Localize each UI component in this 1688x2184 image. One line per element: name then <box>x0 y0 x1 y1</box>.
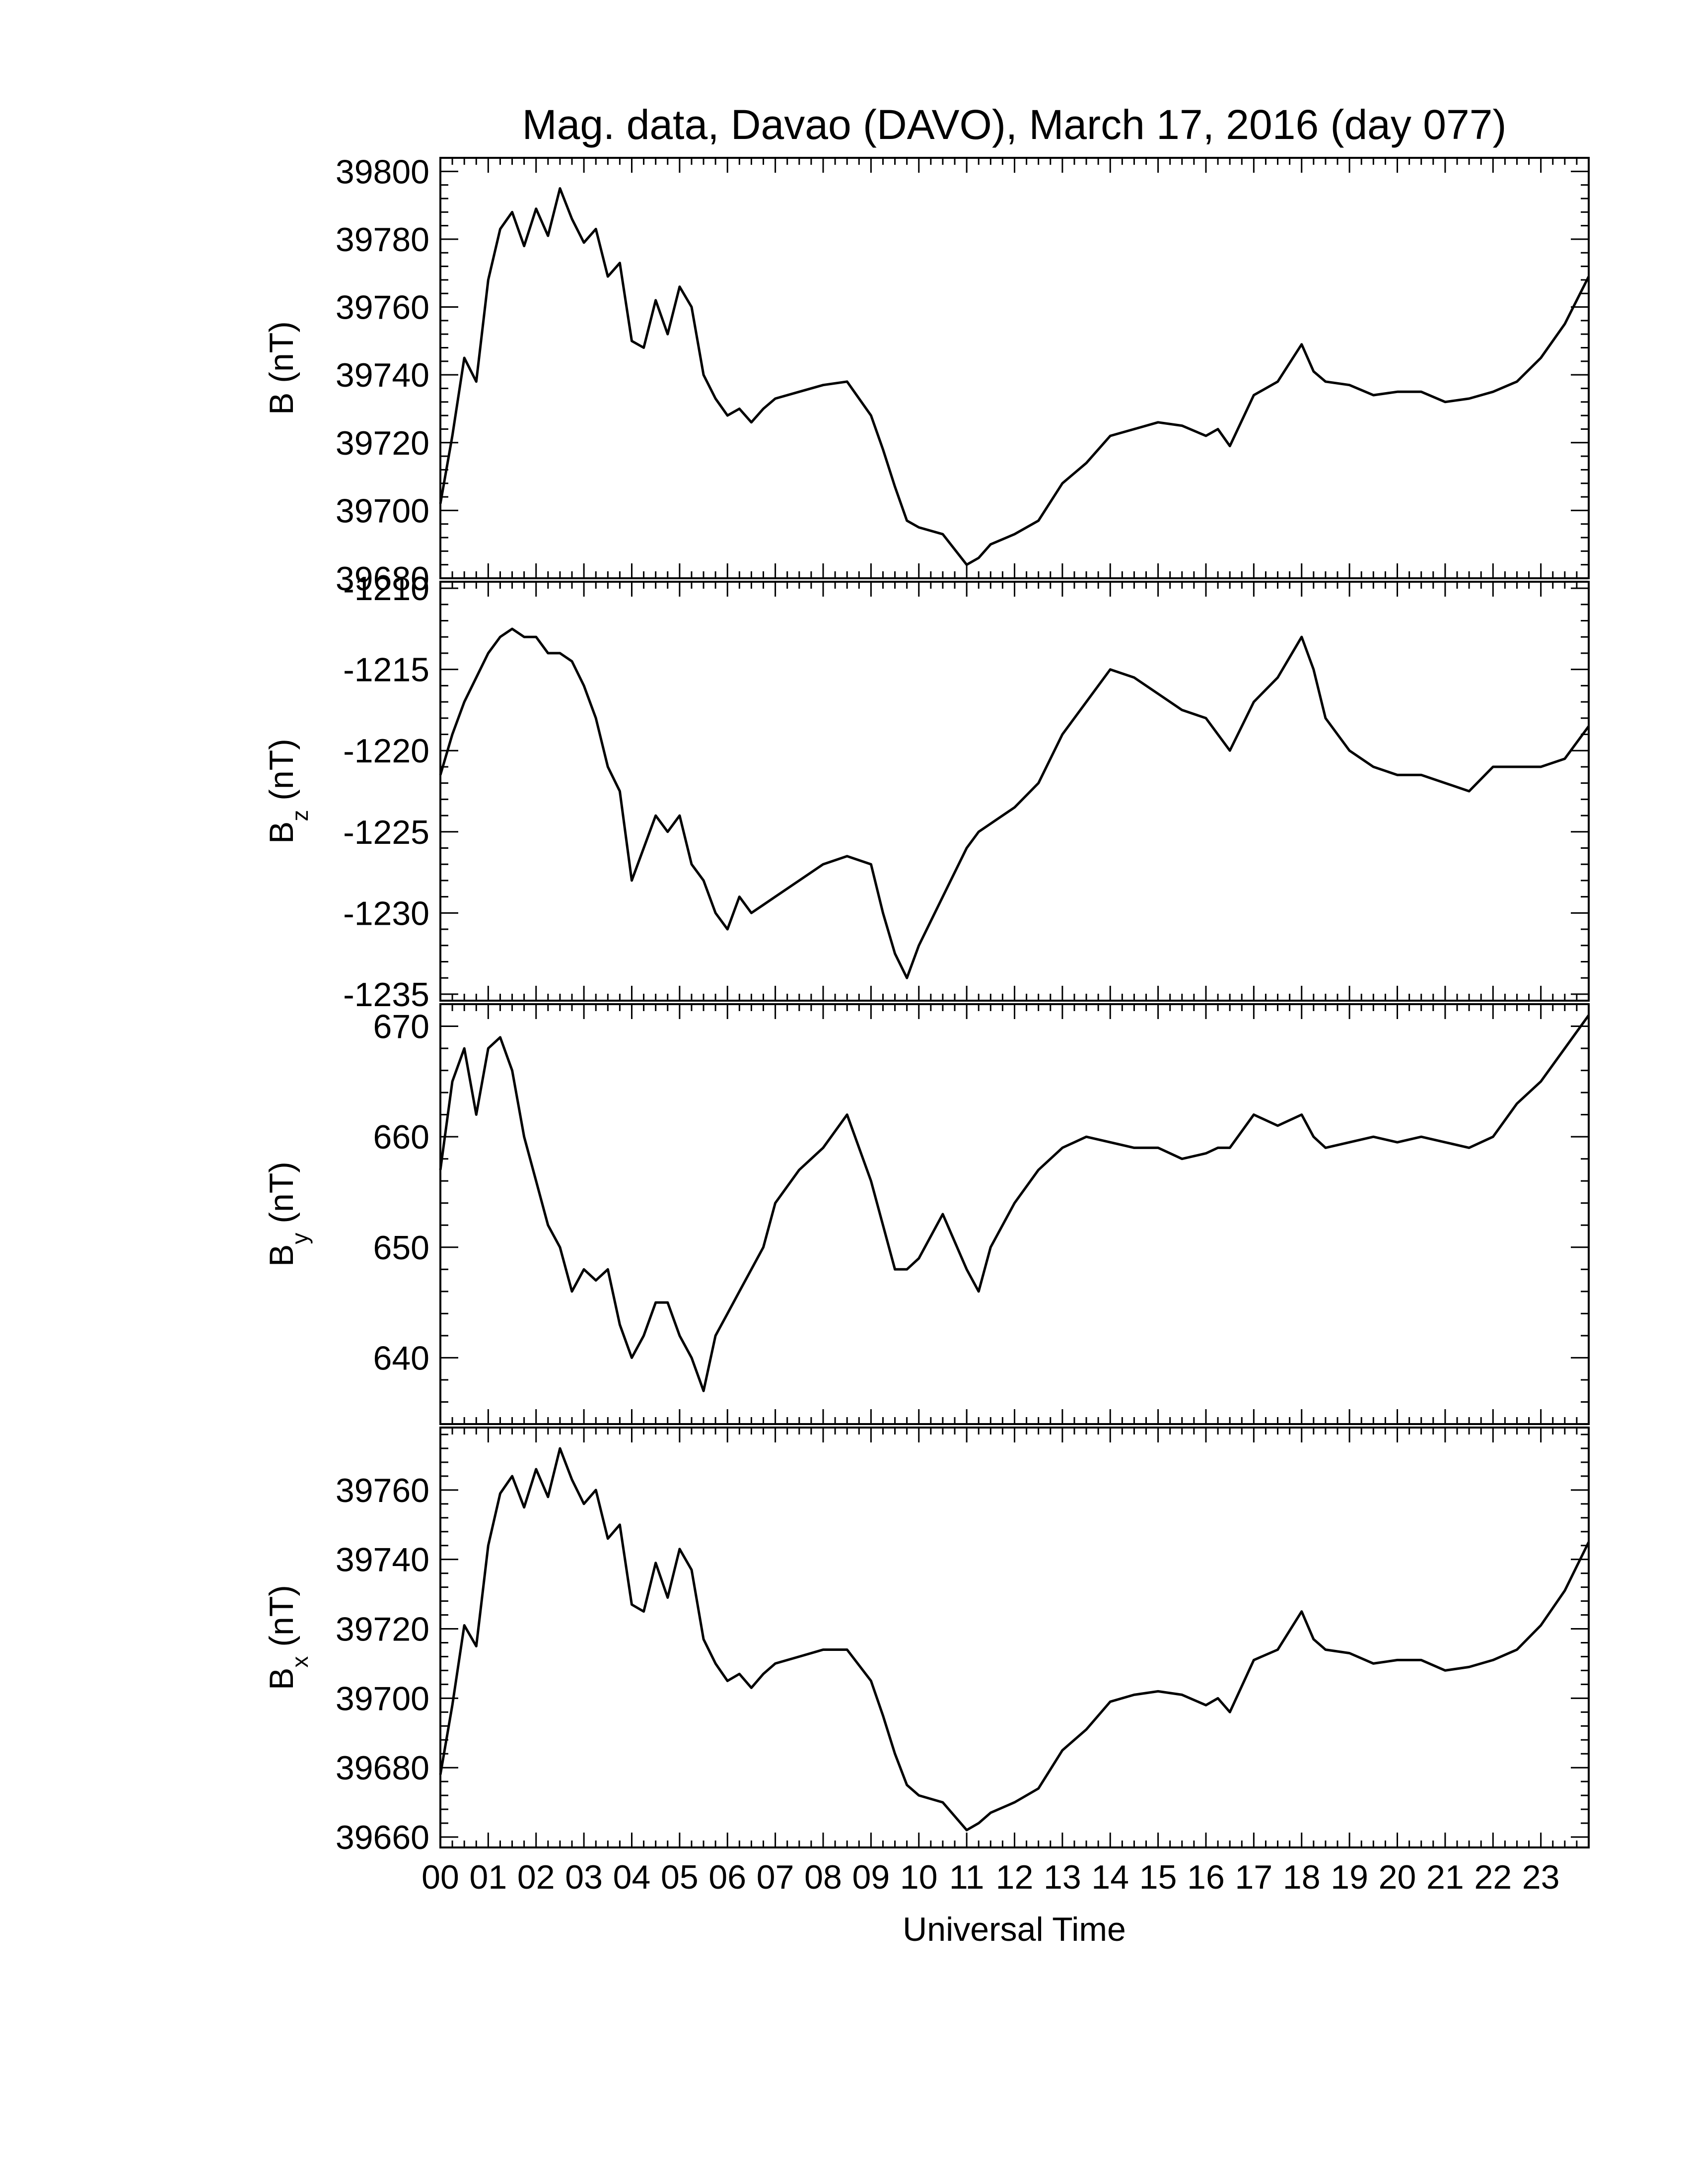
y-tick-label: 39680 <box>336 560 429 598</box>
y-tick-label: 650 <box>373 1229 429 1267</box>
y-tick-label: 39740 <box>336 1541 429 1579</box>
y-axis-unit: (nT) <box>263 1161 300 1233</box>
y-axis-unit: (nT) <box>263 739 300 810</box>
x-tick-label: 05 <box>661 1858 699 1896</box>
y-tick-label: 39760 <box>336 289 429 327</box>
y-axis-title: B (nT) <box>263 321 300 415</box>
y-axis-subscript: x <box>287 1656 313 1668</box>
x-tick-label: 17 <box>1235 1858 1273 1896</box>
y-axis-unit: (nT) <box>263 1585 300 1656</box>
y-tick-label: -1210 <box>343 570 429 608</box>
x-tick-label: 12 <box>996 1858 1034 1896</box>
y-axis-title: Bz (nT) <box>263 739 313 844</box>
x-tick-label: 00 <box>422 1858 459 1896</box>
y-axis-symbol: B <box>263 1244 300 1267</box>
y-tick-label: 39800 <box>336 153 429 191</box>
x-tick-label: 19 <box>1331 1858 1368 1896</box>
x-tick-label: 21 <box>1426 1858 1464 1896</box>
x-tick-label: 13 <box>1044 1858 1081 1896</box>
x-tick-label: 06 <box>708 1858 746 1896</box>
x-tick-label: 23 <box>1522 1858 1560 1896</box>
y-tick-label: 660 <box>373 1118 429 1156</box>
y-tick-label: 39700 <box>336 492 429 530</box>
y-tick-label: 670 <box>373 1008 429 1046</box>
y-tick-label: -1215 <box>343 651 429 689</box>
y-axis-symbol: B <box>263 821 300 844</box>
x-tick-label: 16 <box>1187 1858 1225 1896</box>
y-tick-label: -1235 <box>343 976 429 1014</box>
x-tick-label: 04 <box>613 1858 651 1896</box>
y-tick-label: 640 <box>373 1339 429 1377</box>
panel-1: 39680 39700 39720 39740 39760 39780 39800 B (nT… <box>263 153 1590 598</box>
y-tick-label: -1230 <box>343 894 429 932</box>
y-tick-label: -1225 <box>343 814 429 851</box>
x-axis-title: Universal Time <box>903 1911 1126 1948</box>
y-axis-title: By (nT) <box>263 1161 313 1267</box>
x-tick-label: 09 <box>852 1858 890 1896</box>
x-tick-label: 20 <box>1379 1858 1416 1896</box>
y-tick-label: 39660 <box>336 1819 429 1856</box>
y-tick-label: -1220 <box>343 732 429 770</box>
series-line <box>439 1447 1590 1832</box>
y-axis-unit: (nT) <box>263 321 300 393</box>
y-tick-label: 39760 <box>336 1472 429 1509</box>
x-tick-label: 22 <box>1474 1858 1512 1896</box>
series-line <box>439 1014 1590 1392</box>
y-tick-label: 39740 <box>336 356 429 394</box>
y-axis-subscript: z <box>287 810 313 821</box>
y-axis-symbol: B <box>263 1668 300 1690</box>
panels-group: 39680 39700 39720 39740 39760 39780 39800 B (nT… <box>263 153 1590 1856</box>
y-tick-label: 39720 <box>336 1611 429 1648</box>
y-tick-label: 39720 <box>336 424 429 462</box>
panel-3: 640 650 660 670 By (nT) <box>263 1003 1590 1425</box>
y-tick-label: 39780 <box>336 221 429 259</box>
y-axis-title: Bx (nT) <box>263 1585 313 1690</box>
panel-2: -1235 -1230 -1225 -1220 -1215 -1210 Bz (nT) <box>263 570 1590 1014</box>
x-tick-label: 10 <box>900 1858 938 1896</box>
x-tick-labels: 00 01 02 03 04 05 06 07 08 09 10 11 12 13 14 15 16 17 18 19… <box>422 1858 1559 1896</box>
x-tick-label: 14 <box>1091 1858 1129 1896</box>
y-tick-label: 39680 <box>336 1749 429 1787</box>
x-tick-label: 02 <box>517 1858 555 1896</box>
x-tick-label: 11 <box>949 1858 985 1896</box>
x-tick-label: 15 <box>1139 1858 1177 1896</box>
y-axis-subscript: y <box>287 1233 313 1244</box>
series-line <box>439 187 1590 566</box>
chart-title: Mag. data, Davao (DAVO), March 17, 2016 … <box>522 101 1507 148</box>
x-tick-label: 08 <box>804 1858 842 1896</box>
x-tick-label: 18 <box>1283 1858 1321 1896</box>
y-axis-symbol: B <box>263 393 300 415</box>
x-tick-label: 07 <box>757 1858 794 1896</box>
y-tick-label: 39700 <box>336 1680 429 1717</box>
x-tick-label: 03 <box>565 1858 603 1896</box>
panel-4: 39660 39680 39700 39720 39740 39760 Bx (nT) <box>263 1427 1590 1856</box>
x-tick-label: 01 <box>470 1858 507 1896</box>
series-line <box>439 627 1590 979</box>
